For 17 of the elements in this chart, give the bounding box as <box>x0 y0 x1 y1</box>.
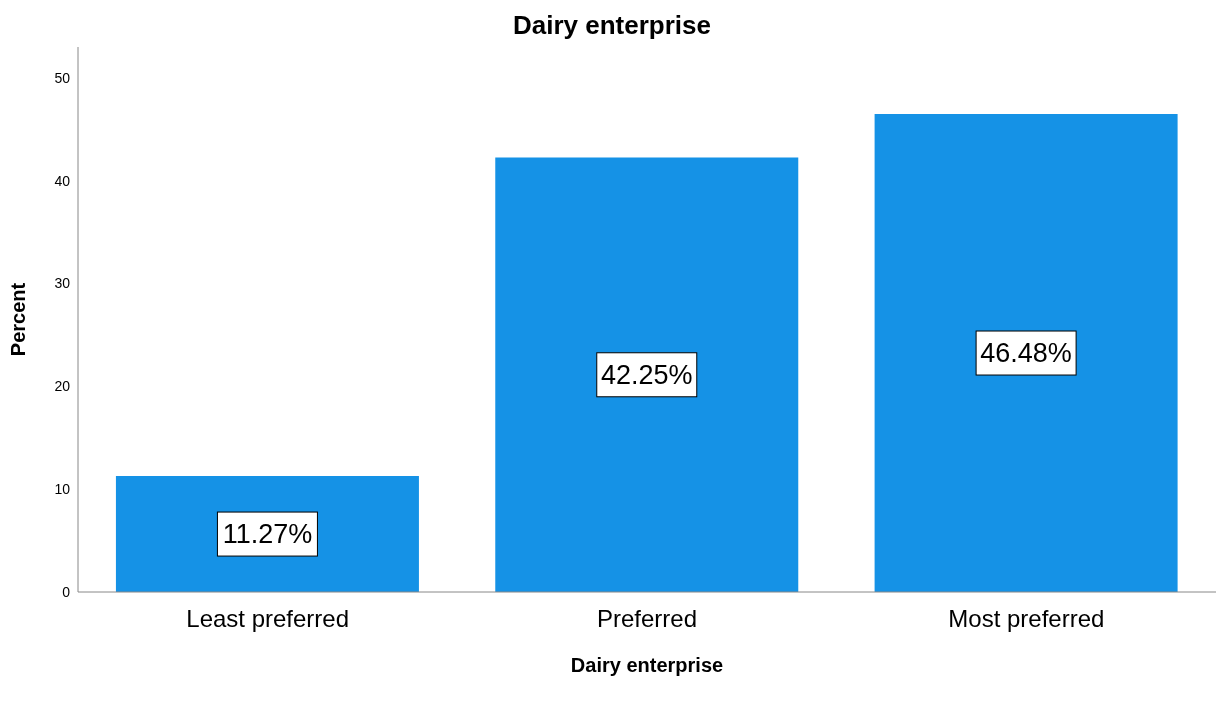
y-tick-label: 0 <box>62 583 71 600</box>
data-label: 11.27% <box>222 519 313 550</box>
data-label: 42.25% <box>600 359 693 390</box>
bar <box>495 157 799 592</box>
y-axis-title: Percent <box>7 282 30 357</box>
x-tick-label: Most preferred <box>948 605 1105 633</box>
bar <box>874 114 1178 592</box>
y-tick-label: 20 <box>54 378 71 395</box>
x-tick-label: Least preferred <box>186 605 350 633</box>
y-tick-label: 10 <box>54 481 71 498</box>
x-axis-title: Dairy enterprise <box>569 654 725 677</box>
y-tick-label: 50 <box>54 69 71 86</box>
y-tick-label: 30 <box>54 275 71 292</box>
y-tick-label: 40 <box>54 172 71 189</box>
x-tick-label: Preferred <box>596 605 698 633</box>
data-label: 46.48% <box>980 338 1072 369</box>
chart-title: Dairy enterprise <box>512 9 712 42</box>
